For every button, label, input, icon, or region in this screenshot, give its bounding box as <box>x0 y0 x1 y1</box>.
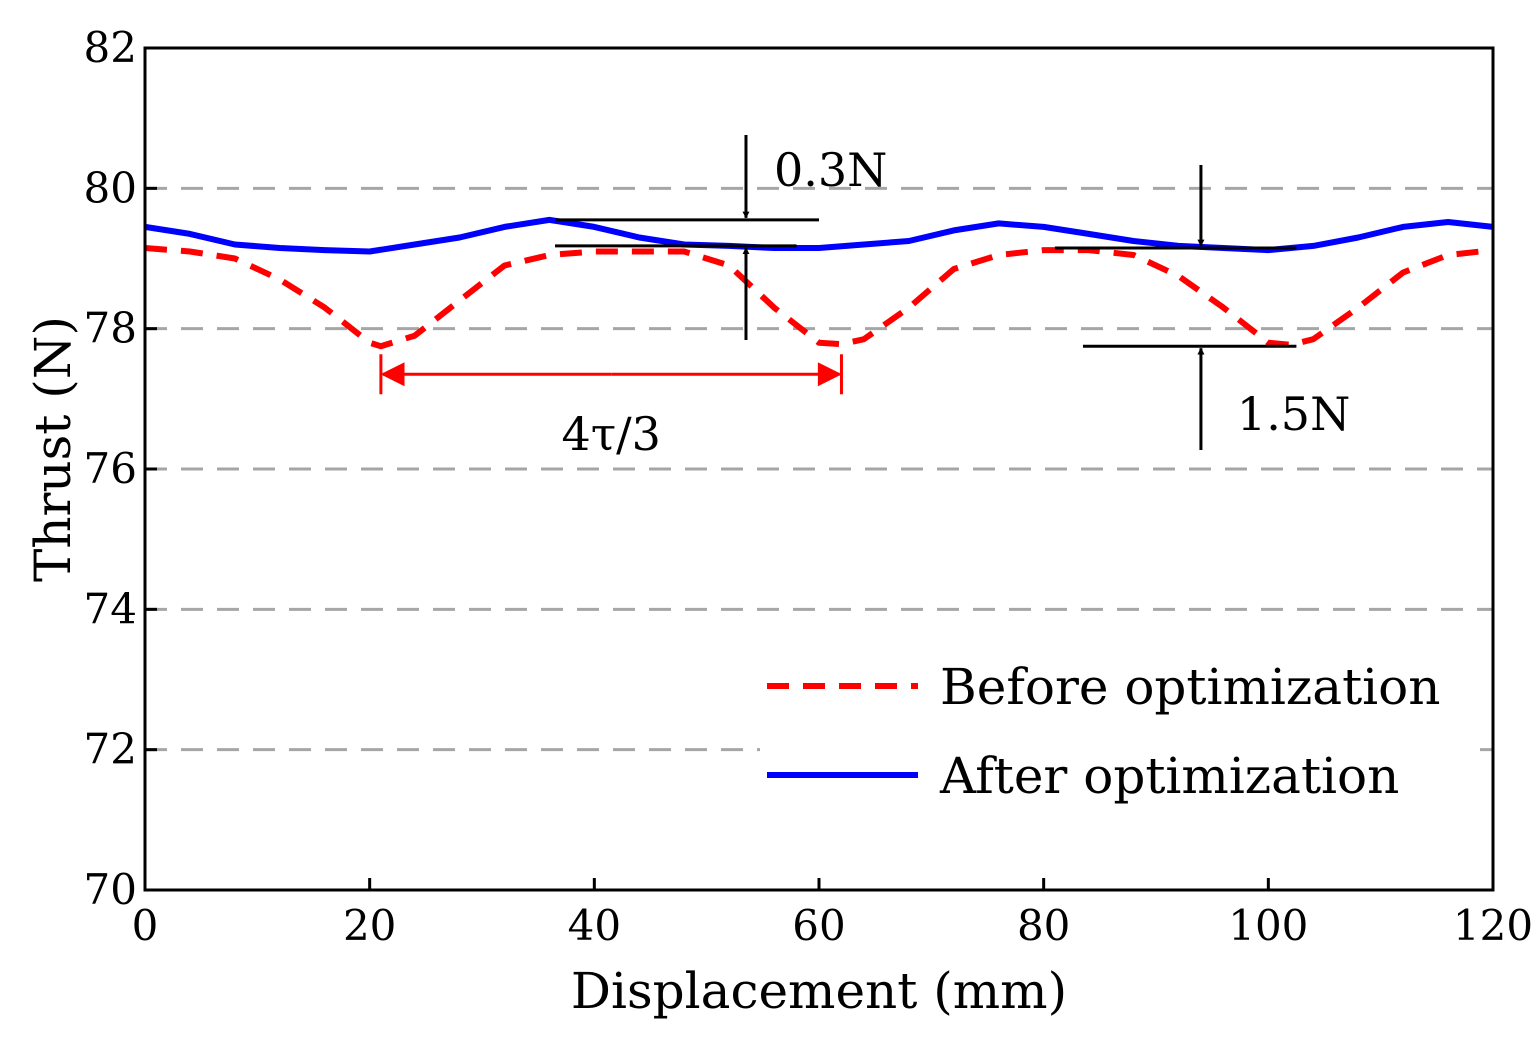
x-tick-label-40: 40 <box>568 901 621 950</box>
x-tick-label-0: 0 <box>132 901 159 950</box>
y-tick-label-74: 74 <box>84 584 137 633</box>
y-tick-label-72: 72 <box>84 725 137 774</box>
y-axis-title: Thrust (N) <box>24 316 82 582</box>
annotation-layer: 0.3N 1.5N 4τ/3 <box>379 135 1350 461</box>
y-tick-label-70: 70 <box>84 865 137 914</box>
y-tick-label-80: 80 <box>84 163 137 212</box>
x-tick-label-80: 80 <box>1017 901 1070 950</box>
y-tick-label-76: 76 <box>84 444 137 493</box>
x-tick-label-120: 120 <box>1453 901 1533 950</box>
series-line-0 <box>144 245 1494 350</box>
annot-label-2: 4τ/3 <box>561 407 660 461</box>
x-tick-label-100: 100 <box>1228 901 1308 950</box>
x-tick-label-20: 20 <box>343 901 396 950</box>
legend-background <box>760 650 1480 830</box>
legend: Before optimization After optimization <box>760 650 1480 830</box>
x-tick-label-60: 60 <box>792 901 845 950</box>
tick-layer: 0 20 40 60 80 100 120 70 72 74 76 78 80 82 <box>84 23 1534 950</box>
legend-label-after: After optimization <box>939 747 1399 805</box>
x-axis-title: Displacement (mm) <box>571 962 1067 1020</box>
y-tick-label-78: 78 <box>84 304 137 353</box>
series-line-1 <box>144 216 1494 255</box>
y-tick-label-82: 82 <box>84 23 137 72</box>
annot-label-0: 0.3N <box>774 143 887 197</box>
legend-label-before: Before optimization <box>940 658 1440 716</box>
series-layer <box>144 216 1494 350</box>
annot-label-1: 1.5N <box>1237 387 1350 441</box>
